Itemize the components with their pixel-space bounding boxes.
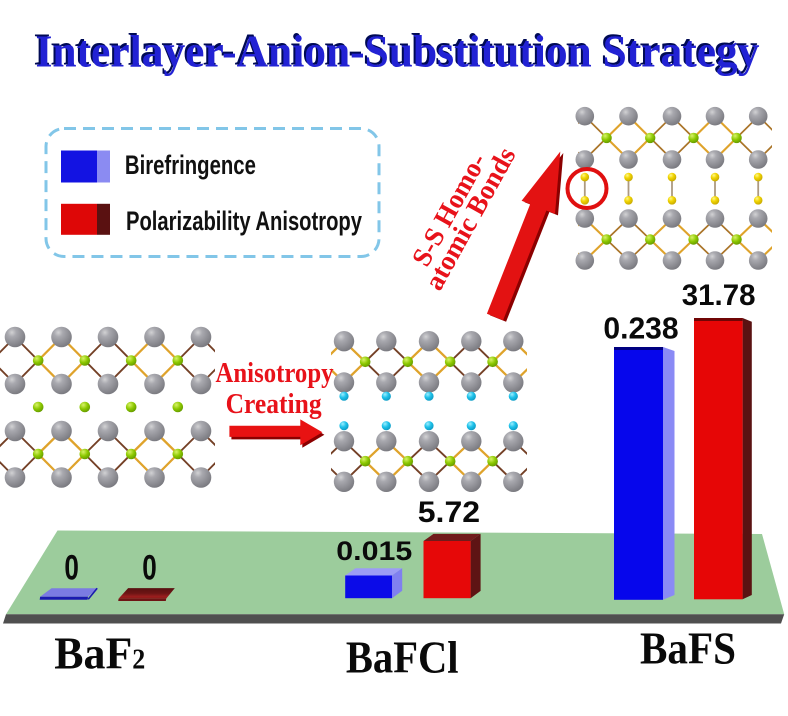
svg-text:0.015: 0.015	[336, 536, 412, 566]
svg-text:Anisotropy: Anisotropy	[216, 358, 334, 389]
svg-text:0: 0	[142, 548, 157, 588]
svg-text:0.238: 0.238	[603, 310, 678, 345]
svg-text:BaFCl: BaFCl	[346, 632, 459, 683]
svg-text:31.78: 31.78	[682, 279, 756, 312]
svg-text:BaF2: BaF2	[54, 628, 145, 679]
svg-text:5.72: 5.72	[418, 496, 480, 529]
svg-text:Birefringence: Birefringence	[125, 150, 256, 180]
svg-text:Creating: Creating	[226, 389, 322, 420]
svg-text:BaFS: BaFS	[640, 622, 736, 673]
svg-text:0: 0	[64, 548, 79, 588]
svg-text:Interlayer-Anion-Substitution: Interlayer-Anion-Substitution Strategy	[34, 23, 758, 74]
svg-text:Interlayer-Anion-Substitution: Interlayer-Anion-Substitution Strategy	[36, 25, 760, 76]
svg-text:Polarizability Anisotropy: Polarizability Anisotropy	[126, 206, 362, 236]
